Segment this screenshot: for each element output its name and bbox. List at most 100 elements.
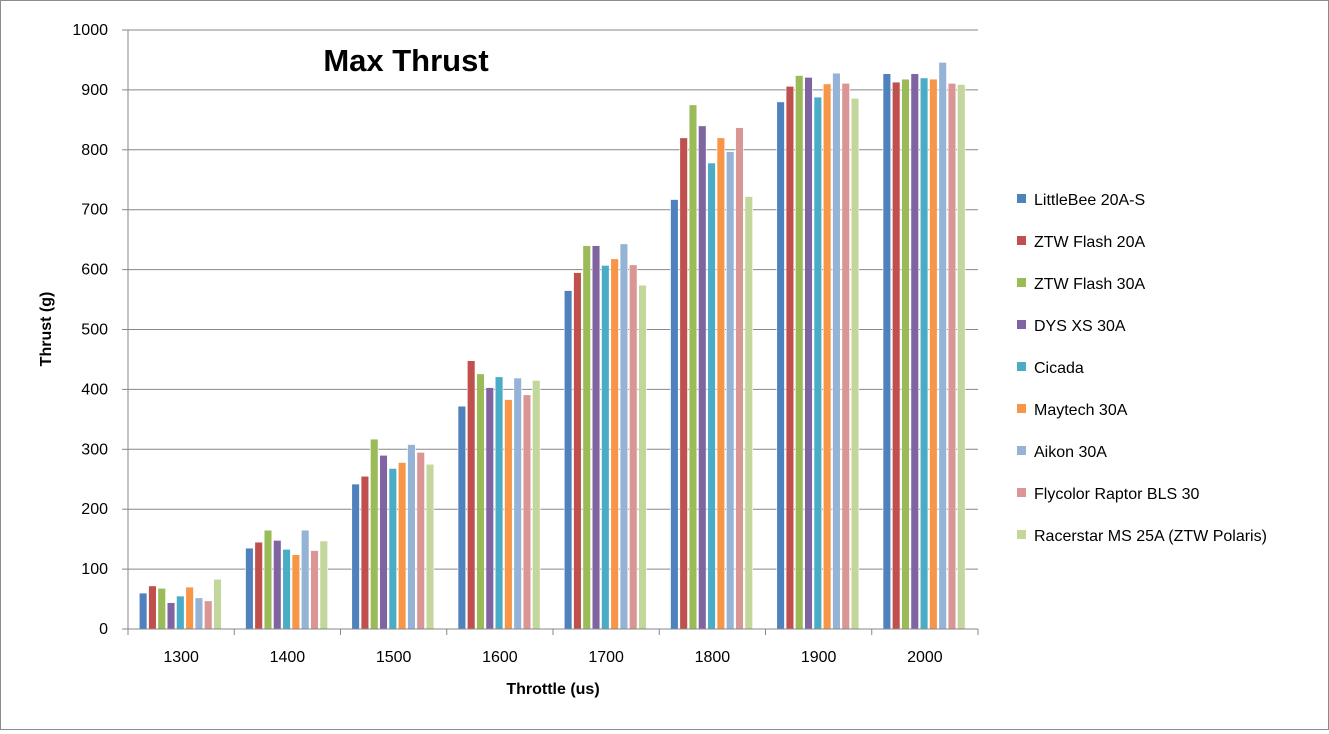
legend-swatch	[1017, 446, 1026, 455]
bar	[707, 162, 716, 630]
legend-label: ZTW Flash 30A	[1034, 276, 1145, 293]
bar	[148, 585, 157, 630]
bar	[892, 81, 901, 630]
x-tick-label: 1700	[588, 649, 624, 666]
legend-label: DYS XS 30A	[1034, 318, 1126, 335]
bar	[301, 529, 310, 630]
y-tick-label: 500	[81, 322, 108, 339]
bar	[213, 578, 222, 630]
bar	[157, 587, 166, 630]
bar	[822, 83, 832, 630]
bar	[716, 137, 726, 630]
bar	[957, 84, 966, 630]
legend-swatch	[1017, 530, 1026, 539]
bar	[476, 373, 485, 630]
bar	[785, 86, 795, 630]
bar	[310, 550, 319, 630]
y-tick-label: 900	[81, 82, 108, 99]
bar	[670, 199, 679, 630]
bar	[563, 290, 573, 630]
bar	[726, 151, 735, 630]
bar	[735, 127, 744, 630]
bar	[591, 245, 601, 630]
gridlines	[128, 29, 978, 570]
bar	[416, 451, 425, 630]
bar	[832, 72, 841, 630]
bar	[319, 540, 328, 630]
legend-swatch	[1017, 236, 1026, 245]
bar	[688, 104, 698, 630]
x-tick-label: 1600	[482, 649, 518, 666]
bar	[619, 243, 629, 630]
x-axis-title: Throttle (us)	[506, 681, 599, 698]
bar	[407, 444, 416, 630]
bar	[166, 602, 176, 630]
bar	[273, 540, 282, 630]
y-tick-label: 300	[81, 441, 108, 458]
bar	[176, 595, 185, 630]
legend-label: Maytech 30A	[1034, 402, 1128, 419]
y-tick-label: 800	[81, 142, 108, 159]
bar	[938, 62, 947, 630]
bar	[795, 75, 804, 630]
bar	[532, 380, 541, 630]
bar	[947, 83, 957, 630]
legend-label: Aikon 30A	[1034, 444, 1107, 461]
y-tick-label: 0	[99, 621, 108, 638]
x-tick-label: 1300	[163, 649, 199, 666]
bar	[522, 394, 532, 630]
y-tick-label: 400	[81, 381, 108, 398]
x-tick-label: 2000	[907, 649, 943, 666]
legend-label: Flycolor Raptor BLS 30	[1034, 486, 1200, 503]
bar	[360, 475, 370, 630]
bar	[351, 483, 360, 630]
y-tick-label: 1000	[72, 22, 108, 39]
legend-swatch	[1017, 404, 1026, 413]
bar	[397, 462, 407, 630]
bar	[882, 73, 892, 630]
legend-label: Racerstar MS 25A (ZTW Polaris)	[1034, 528, 1267, 545]
bar	[813, 96, 822, 630]
bar	[282, 549, 291, 630]
bar	[582, 245, 591, 630]
x-tick-label: 1400	[270, 649, 306, 666]
y-axis-title: Thrust (g)	[38, 292, 55, 367]
bar	[638, 284, 647, 630]
bar	[379, 454, 388, 630]
bar	[910, 73, 919, 630]
bar	[901, 78, 910, 630]
y-tick-label: 100	[81, 561, 108, 578]
bar	[601, 265, 610, 630]
bar	[194, 597, 204, 630]
legend: LittleBee 20A-S ZTW Flash 20A ZTW Flash 30…	[1017, 192, 1267, 545]
x-tick-label: 1900	[801, 649, 837, 666]
bar	[504, 399, 513, 630]
bar	[388, 468, 397, 630]
bar	[291, 554, 301, 630]
legend-label: LittleBee 20A-S	[1034, 192, 1145, 209]
bar	[804, 77, 813, 630]
bar	[204, 600, 213, 630]
bar	[425, 463, 435, 630]
bar	[457, 405, 467, 630]
legend-label: Cicada	[1034, 360, 1084, 377]
bar	[679, 137, 688, 630]
bar	[629, 264, 638, 630]
bar	[513, 377, 522, 630]
legend-swatch	[1017, 194, 1026, 203]
bar	[467, 360, 476, 630]
bar	[245, 547, 254, 630]
bar	[929, 78, 938, 630]
bar	[698, 125, 707, 630]
legend-swatch	[1017, 320, 1026, 329]
bar	[776, 101, 785, 630]
bar	[138, 592, 148, 630]
bar	[263, 529, 273, 630]
legend-swatch	[1017, 278, 1026, 287]
legend-swatch	[1017, 362, 1026, 371]
bar	[185, 586, 194, 630]
y-tick-label: 200	[81, 501, 108, 518]
bar	[841, 83, 850, 630]
